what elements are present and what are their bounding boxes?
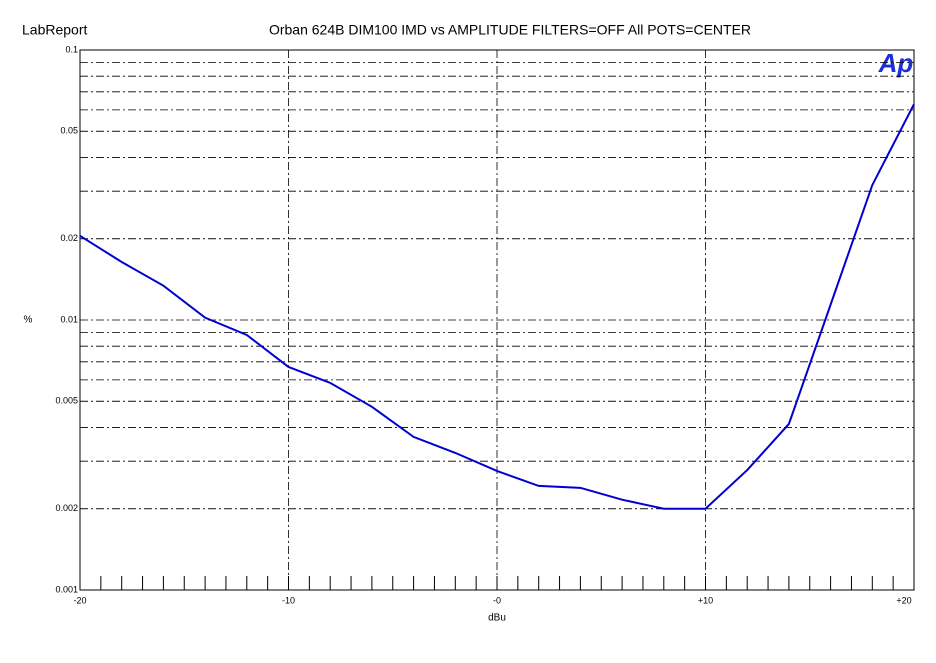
y-tick-label: 0.05 (60, 126, 78, 136)
y-tick-label: 0.01 (60, 314, 78, 324)
app-title: LabReport (22, 22, 87, 38)
y-tick-label: 0.02 (60, 233, 78, 243)
data-line (79, 103, 915, 510)
x-tick-label: +20 (896, 595, 911, 605)
y-tick-label: 0.002 (55, 503, 78, 513)
y-axis-label: % (24, 315, 33, 326)
chart-title: Orban 624B DIM100 IMD vs AMPLITUDE FILTE… (269, 22, 751, 38)
x-axis-label: dBu (488, 613, 506, 624)
x-tick-label: -0 (493, 595, 501, 605)
x-tick-label: +10 (698, 595, 713, 605)
x-tick-label: -20 (73, 595, 86, 605)
y-tick-label: 0.1 (65, 44, 78, 54)
x-tick-label: -10 (282, 595, 295, 605)
y-tick-label: 0.001 (55, 584, 78, 594)
logo: Ap (878, 48, 914, 78)
y-tick-label: 0.005 (55, 396, 78, 406)
